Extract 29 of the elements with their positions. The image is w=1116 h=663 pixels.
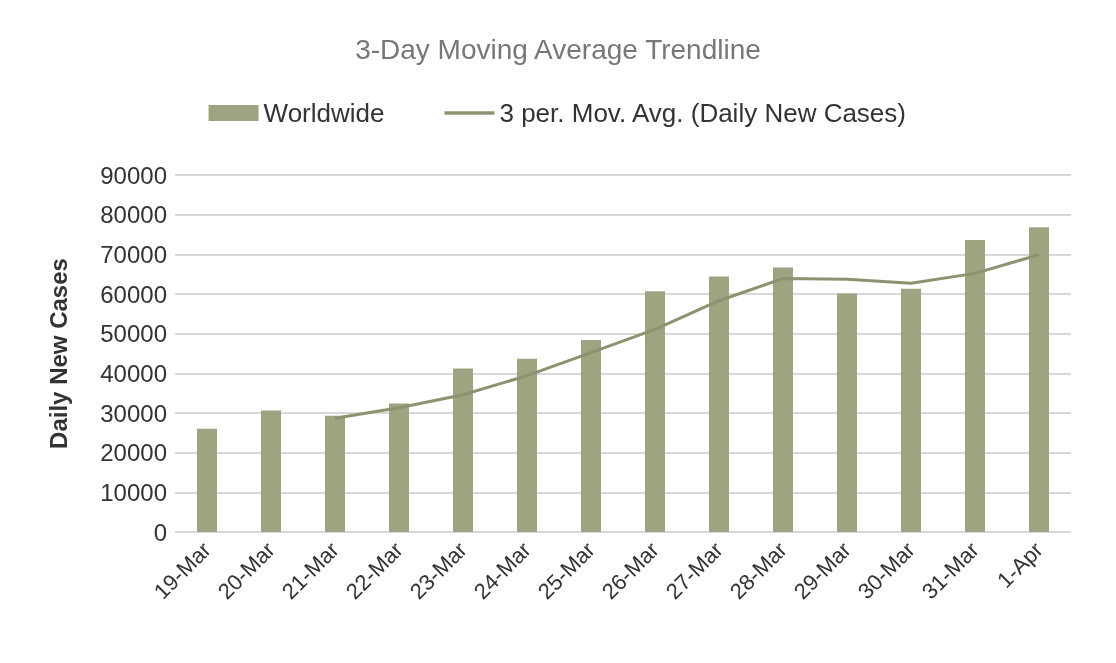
bar <box>197 428 217 532</box>
chart-title: 3-Day Moving Average Trendline <box>355 33 761 65</box>
bar <box>517 358 537 532</box>
legend-label: Worldwide <box>263 98 385 128</box>
y-tick-label: 30000 <box>100 399 167 427</box>
bar <box>965 240 985 532</box>
legend-label: 3 per. Mov. Avg. (Daily New Cases) <box>499 98 906 128</box>
bar <box>1029 227 1049 532</box>
y-tick-label: 60000 <box>100 280 167 308</box>
y-tick-label: 70000 <box>100 240 167 268</box>
bar <box>325 415 345 532</box>
bar <box>453 368 473 532</box>
y-tick-label: 0 <box>153 518 167 546</box>
y-tick-label: 20000 <box>100 439 167 467</box>
y-tick-label: 50000 <box>100 320 167 348</box>
bar <box>261 410 281 532</box>
bar <box>645 291 665 532</box>
bar <box>901 288 921 532</box>
bar <box>837 293 857 532</box>
y-tick-label: 90000 <box>100 161 167 189</box>
bar <box>389 403 409 532</box>
y-axis-title: Daily New Cases <box>44 258 72 449</box>
bar <box>709 276 729 532</box>
y-tick-label: 80000 <box>100 201 167 229</box>
y-tick-label: 40000 <box>100 359 167 387</box>
y-tick-label: 10000 <box>100 478 167 506</box>
bar <box>773 267 793 532</box>
bar <box>581 340 601 532</box>
line-series <box>333 253 1041 420</box>
